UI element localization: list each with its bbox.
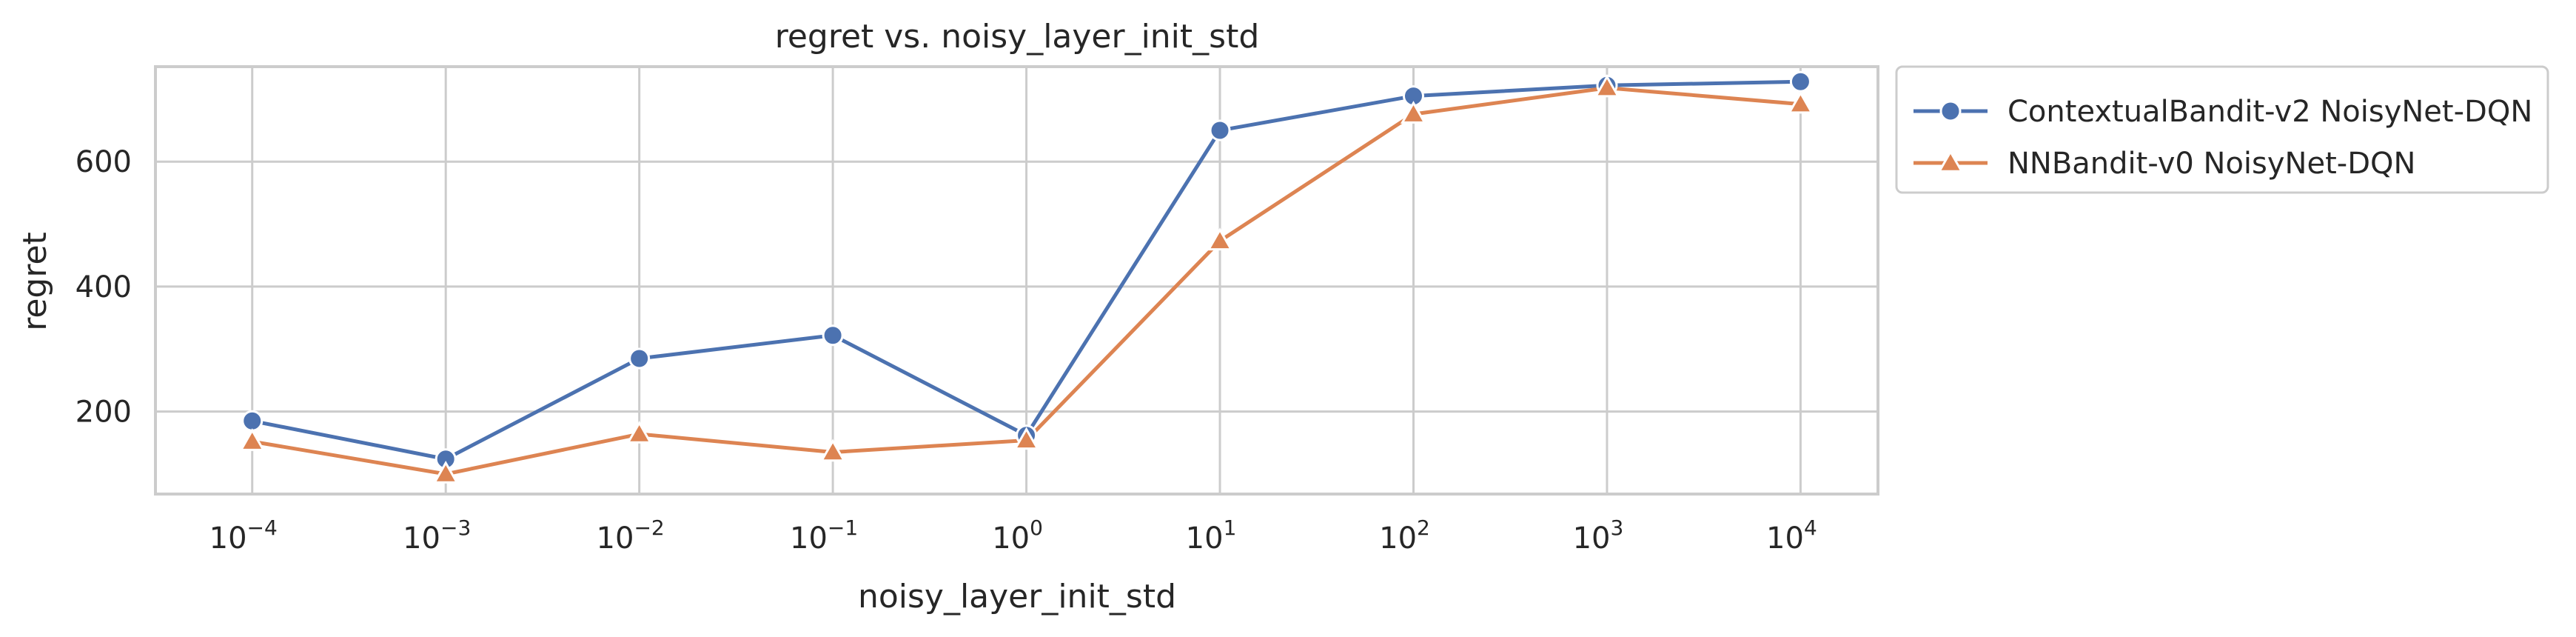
x-tick-label: 104 — [1766, 516, 1817, 556]
x-tick-base: 10 — [403, 521, 440, 556]
x-tick-base: 10 — [209, 521, 247, 556]
legend-swatch-marker — [1939, 100, 1962, 122]
y-axis-label: regret — [16, 232, 54, 331]
x-tick-exponent: 4 — [1804, 516, 1817, 540]
x-tick-exponent: −3 — [440, 516, 471, 540]
x-tick-exponent: −4 — [247, 516, 278, 540]
legend-box — [1895, 65, 2549, 194]
x-tick-base: 10 — [992, 521, 1030, 556]
legend-entry-1: ContextualBandit-v2 NoisyNet-DQN — [2008, 95, 2532, 129]
data-point-series-2 — [432, 461, 459, 484]
x-tick-label: 102 — [1379, 516, 1430, 556]
x-tick-exponent: 1 — [1224, 516, 1237, 540]
y-tick-label: 600 — [76, 145, 132, 179]
x-tick-exponent: 0 — [1030, 516, 1043, 540]
x-tick-exponent: −1 — [828, 516, 858, 540]
legend-swatch-marker — [1937, 150, 1964, 173]
x-tick-base: 10 — [597, 521, 634, 556]
x-axis-label: noisy_layer_init_std — [858, 578, 1176, 616]
data-point-series-2 — [1400, 101, 1427, 124]
x-tick-label: 10−1 — [790, 516, 858, 556]
x-tick-base: 10 — [1186, 521, 1224, 556]
data-point-series-1 — [241, 410, 264, 432]
data-point-series-1 — [628, 347, 651, 370]
x-tick-labels: 10−4 10−3 10−2 10−1 100 101 102 103 104 — [209, 516, 1817, 556]
data-point-series-2 — [626, 421, 653, 444]
x-tick-exponent: −2 — [634, 516, 664, 540]
series-markers — [239, 70, 1814, 484]
data-point-series-2 — [819, 438, 846, 462]
data-point-series-2 — [239, 428, 266, 451]
plot-frame — [154, 65, 1879, 496]
x-tick-label: 10−2 — [597, 516, 665, 556]
x-tick-base: 10 — [1573, 521, 1611, 556]
data-point-series-1 — [822, 324, 844, 347]
data-point-series-1 — [1789, 70, 1811, 93]
data-point-series-1 — [1209, 119, 1231, 141]
x-tick-label: 10−4 — [209, 516, 278, 556]
chart-title: regret vs. noisy_layer_init_std — [775, 18, 1260, 56]
data-point-series-2 — [1787, 90, 1814, 114]
x-tick-exponent: 3 — [1610, 516, 1623, 540]
y-tick-label: 400 — [76, 270, 132, 304]
data-point-series-2 — [1207, 227, 1233, 251]
x-tick-label: 103 — [1573, 516, 1624, 556]
x-tick-base: 10 — [1766, 521, 1804, 556]
legend: ContextualBandit-v2 NoisyNet-DQN NNBandit… — [1895, 65, 2549, 194]
x-tick-label: 100 — [992, 516, 1043, 556]
x-tick-base: 10 — [790, 521, 828, 556]
x-tick-exponent: 2 — [1417, 516, 1430, 540]
data-point-series-2 — [1013, 427, 1040, 450]
data-point-series-2 — [1594, 74, 1620, 98]
legend-entry-2: NNBandit-v0 NoisyNet-DQN — [2008, 147, 2415, 181]
x-tick-base: 10 — [1379, 521, 1417, 556]
y-tick-labels: 200 400 600 — [76, 145, 132, 429]
y-tick-label: 200 — [76, 396, 132, 430]
x-tick-label: 10−3 — [403, 516, 471, 556]
x-tick-label: 101 — [1186, 516, 1237, 556]
